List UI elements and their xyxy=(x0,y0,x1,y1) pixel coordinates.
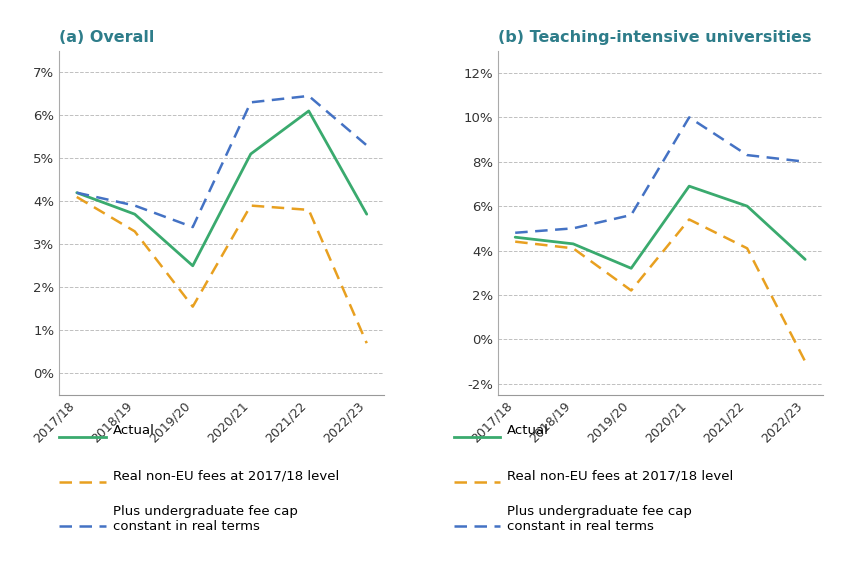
Text: (b) Teaching-intensive universities: (b) Teaching-intensive universities xyxy=(498,30,812,46)
Text: Real non-EU fees at 2017/18 level: Real non-EU fees at 2017/18 level xyxy=(113,469,339,482)
Text: Actual: Actual xyxy=(507,424,549,437)
Text: Plus undergraduate fee cap
constant in real terms: Plus undergraduate fee cap constant in r… xyxy=(507,505,692,533)
Text: Plus undergraduate fee cap
constant in real terms: Plus undergraduate fee cap constant in r… xyxy=(113,505,298,533)
Text: Actual: Actual xyxy=(113,424,154,437)
Text: Real non-EU fees at 2017/18 level: Real non-EU fees at 2017/18 level xyxy=(507,469,734,482)
Text: (a) Overall: (a) Overall xyxy=(59,30,154,46)
